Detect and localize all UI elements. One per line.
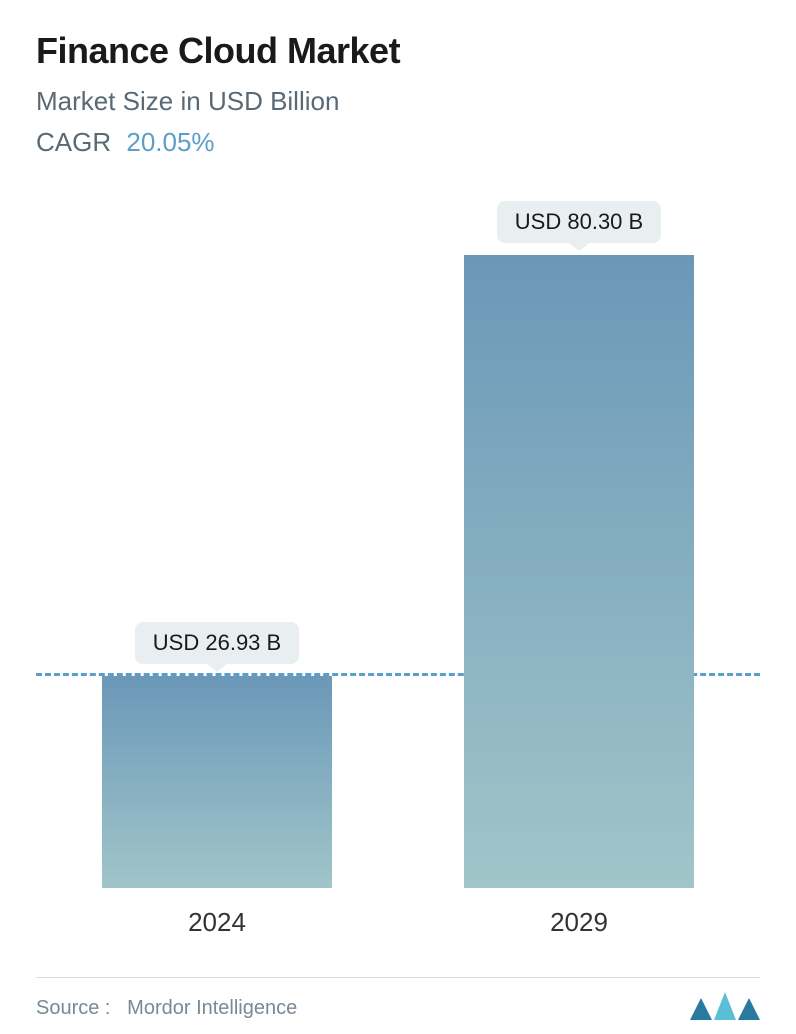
chart-area: USD 26.93 B USD 80.30 B 2024 2029 (36, 178, 760, 938)
source-text: Source : Mordor Intelligence (36, 997, 297, 1020)
chart-subtitle: Market Size in USD Billion (36, 86, 760, 117)
bar-value-label: USD 80.30 B (497, 201, 661, 243)
bar-group: USD 80.30 B (464, 201, 694, 888)
bar (464, 255, 694, 888)
source-label: Source : (36, 997, 110, 1019)
x-axis-labels: 2024 2029 (36, 907, 760, 938)
bar-value-label: USD 26.93 B (135, 622, 299, 664)
bar-group: USD 26.93 B (102, 622, 332, 888)
bar (102, 676, 332, 888)
bars-container: USD 26.93 B USD 80.30 B (36, 178, 760, 888)
x-axis-label: 2029 (464, 907, 694, 938)
chart-title: Finance Cloud Market (36, 30, 760, 72)
footer: Source : Mordor Intelligence (36, 977, 760, 1020)
cagr-value: 20.05% (126, 127, 214, 157)
x-axis-label: 2024 (102, 907, 332, 938)
logo-icon (690, 992, 760, 1020)
cagr-line: CAGR 20.05% (36, 127, 760, 158)
cagr-label: CAGR (36, 127, 111, 157)
source-value: Mordor Intelligence (127, 997, 297, 1019)
